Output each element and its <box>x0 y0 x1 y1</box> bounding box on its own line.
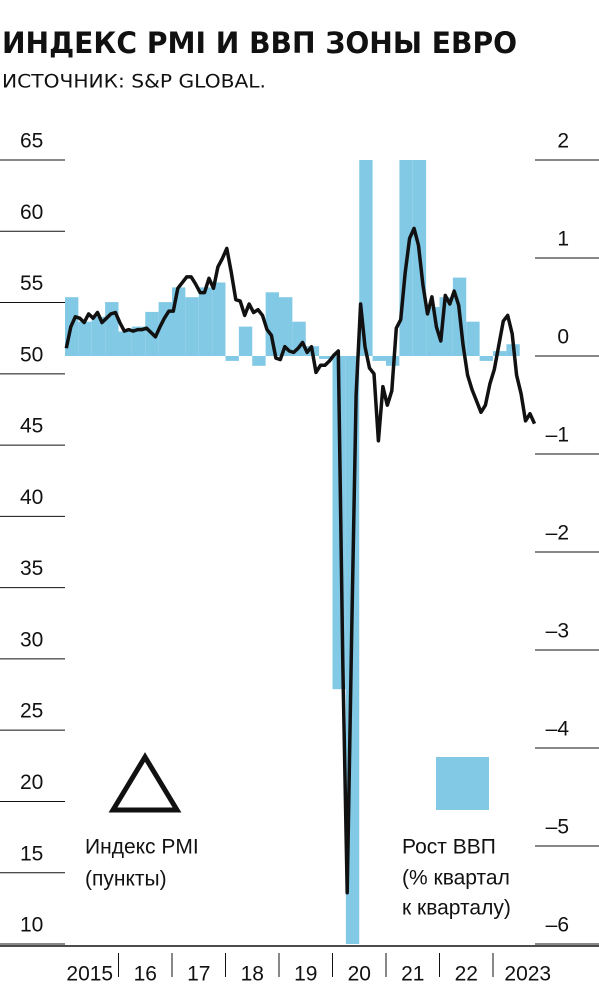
bar <box>466 321 480 356</box>
bar <box>198 287 213 356</box>
x-tick-label: 16 <box>134 963 157 986</box>
bar <box>479 356 493 361</box>
bar <box>91 316 106 356</box>
bar <box>185 297 199 356</box>
x-tick-label: 21 <box>401 963 424 986</box>
bar <box>238 326 253 356</box>
legend-line-symbol <box>108 752 182 813</box>
bar <box>279 297 293 356</box>
y2-tick-label: –4 <box>546 718 570 741</box>
y-tick-label: 40 <box>20 486 43 509</box>
bar <box>212 282 226 356</box>
y-tick-label: 15 <box>20 842 43 865</box>
legend-note: (пункты) <box>85 868 167 891</box>
y-tick-label: 30 <box>20 628 43 651</box>
y2-tick-label: 2 <box>557 130 569 153</box>
x-tick-label: 2023 <box>504 963 551 986</box>
chart-title: ИНДЕКС PMI И ВВП ЗОНЫ ЕВРО <box>2 26 517 60</box>
legend-bar-symbol <box>436 757 489 810</box>
x-tick-label: 2015 <box>66 963 113 986</box>
y-tick-label: 65 <box>20 130 43 153</box>
x-tick-label: 20 <box>348 963 371 986</box>
y-tick-label: 55 <box>20 272 43 295</box>
y2-tick-label: –5 <box>546 816 569 839</box>
y2-tick-label: –1 <box>546 424 569 447</box>
y-tick-label: 45 <box>20 415 43 438</box>
y2-tick-label: –6 <box>546 914 569 937</box>
y-tick-label: 35 <box>20 557 43 580</box>
bar <box>252 356 266 366</box>
y-tick-label: 25 <box>20 700 43 723</box>
y2-tick-label: –3 <box>546 620 569 643</box>
legend-label: Рост ВВП <box>402 836 496 859</box>
y-tick-label: 20 <box>20 771 43 794</box>
x-tick-label: 22 <box>455 963 478 986</box>
legend-note: к кварталу) <box>402 897 511 920</box>
bar <box>118 331 132 356</box>
y-tick-label: 60 <box>20 201 43 224</box>
legend-note: (% квартал <box>402 867 510 890</box>
legend-label: Индекс PMI <box>85 836 199 859</box>
bar <box>105 302 119 356</box>
x-tick-label: 19 <box>294 963 317 986</box>
bar <box>131 326 146 356</box>
bar <box>158 302 172 356</box>
bar <box>172 287 186 356</box>
pmi-line <box>64 226 537 895</box>
y2-tick-label: –2 <box>546 522 569 545</box>
bar <box>292 321 306 356</box>
y-tick-label: 50 <box>20 343 43 366</box>
bars <box>65 160 520 944</box>
y2-tick-label: 1 <box>557 228 569 251</box>
bar <box>372 356 386 361</box>
bar <box>225 356 239 361</box>
bar <box>78 321 92 356</box>
chart-subtitle: ИСТОЧНИК: S&P GLOBAL. <box>2 71 266 93</box>
x-tick-label: 18 <box>241 963 264 986</box>
y-tick-label: 10 <box>20 914 43 937</box>
bar <box>265 292 279 356</box>
y2-tick-label: 0 <box>557 326 569 349</box>
bar <box>493 351 507 356</box>
x-tick-label: 17 <box>187 963 210 986</box>
bar <box>319 356 333 359</box>
